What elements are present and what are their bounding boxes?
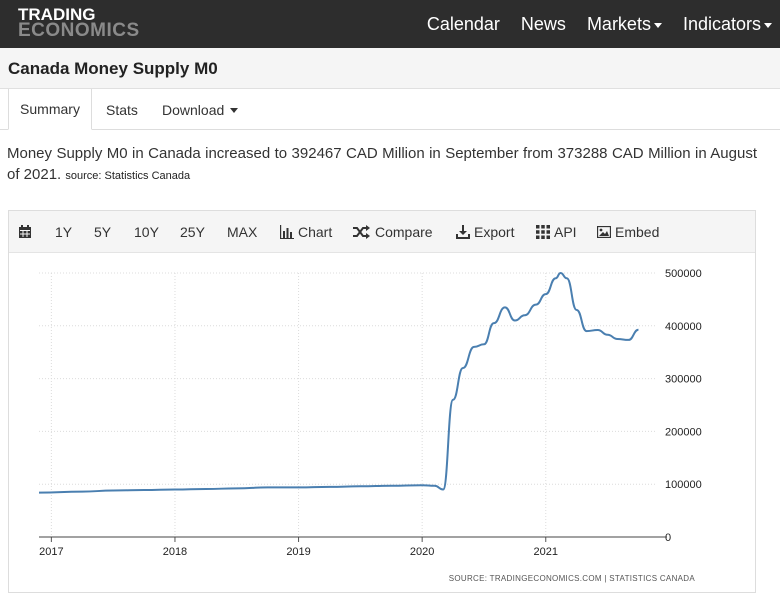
nav-calendar[interactable]: Calendar bbox=[427, 14, 500, 35]
tab-download[interactable]: Download bbox=[150, 89, 250, 130]
image-icon bbox=[597, 226, 611, 238]
tab-stats[interactable]: Stats bbox=[94, 89, 150, 130]
chart-toolbar: 1Y 5Y 10Y 25Y MAX Chart Compare Export A… bbox=[9, 211, 755, 253]
nav-indicators-label: Indicators bbox=[682, 13, 761, 34]
title-bar: Canada Money Supply M0 bbox=[0, 48, 780, 89]
download-icon bbox=[456, 225, 470, 239]
tab-bar: Summary Stats Download bbox=[0, 89, 780, 130]
grid-icon bbox=[536, 225, 550, 239]
top-navbar: TRADING ECONOMICS Calendar News Markets … bbox=[0, 0, 780, 48]
range-max-button[interactable]: MAX bbox=[227, 211, 257, 253]
nav-markets[interactable]: Markets bbox=[587, 14, 662, 35]
y-tick-label: 300000 bbox=[665, 374, 702, 386]
embed-label: Embed bbox=[615, 224, 660, 240]
description-text: Money Supply M0 in Canada increased to 3… bbox=[7, 145, 757, 183]
compare-button[interactable]: Compare bbox=[353, 211, 433, 253]
range-5y-label: 5Y bbox=[94, 224, 112, 240]
logo-line2: ECONOMICS bbox=[18, 20, 140, 41]
nav-news-label: News bbox=[520, 13, 566, 34]
range-10y-button[interactable]: 10Y bbox=[134, 211, 159, 253]
range-max-label: MAX bbox=[227, 224, 258, 240]
chart-source-label: SOURCE: TRADINGECONOMICS.COM | STATISTIC… bbox=[449, 574, 696, 583]
main-nav: Calendar News Markets Indicators bbox=[406, 0, 772, 48]
nav-calendar-label: Calendar bbox=[426, 13, 500, 34]
api-button[interactable]: API bbox=[536, 211, 577, 253]
caret-down-icon bbox=[230, 108, 239, 113]
logo-line1: TRADING bbox=[18, 5, 96, 24]
series-line bbox=[38, 271, 639, 494]
caret-down-icon bbox=[764, 22, 772, 28]
calendar-button[interactable] bbox=[18, 211, 36, 253]
logo[interactable]: TRADING ECONOMICS bbox=[18, 5, 140, 41]
range-1y-button[interactable]: 1Y bbox=[55, 211, 72, 253]
calendar-icon bbox=[19, 225, 31, 238]
range-5y-button[interactable]: 5Y bbox=[94, 211, 111, 253]
chart-type-button[interactable]: Chart bbox=[280, 211, 332, 253]
embed-button[interactable]: Embed bbox=[597, 211, 659, 253]
y-tick-label: 500000 bbox=[665, 268, 702, 280]
bar-chart-icon bbox=[280, 225, 294, 239]
shuffle-icon bbox=[353, 225, 370, 239]
export-button[interactable]: Export bbox=[456, 211, 514, 253]
x-tick-label: 2018 bbox=[163, 546, 187, 558]
y-tick-label: 0 bbox=[665, 532, 671, 544]
money-supply-chart[interactable]: 0 100000 200000 300000 400000 500000 2017 2018 2… bbox=[9, 211, 755, 592]
tab-summary-label: Summary bbox=[20, 101, 80, 117]
range-1y-label: 1Y bbox=[55, 224, 73, 240]
nav-indicators[interactable]: Indicators bbox=[683, 14, 772, 35]
y-tick-label: 200000 bbox=[665, 426, 702, 438]
y-tick-label: 100000 bbox=[665, 479, 702, 491]
description-source[interactable]: source: Statistics Canada bbox=[65, 170, 191, 182]
x-tick-label: 2017 bbox=[39, 546, 63, 558]
tab-stats-label: Stats bbox=[106, 101, 138, 118]
compare-label: Compare bbox=[375, 224, 433, 240]
range-10y-label: 10Y bbox=[134, 224, 159, 240]
tab-summary[interactable]: Summary bbox=[8, 89, 92, 130]
description: Money Supply M0 in Canada increased to 3… bbox=[7, 143, 757, 187]
caret-down-icon bbox=[653, 22, 662, 28]
page-title: Canada Money Supply M0 bbox=[8, 59, 218, 78]
tab-download-label: Download bbox=[162, 101, 225, 118]
nav-markets-label: Markets bbox=[586, 13, 651, 34]
api-label: API bbox=[554, 224, 577, 240]
chart-panel: 1Y 5Y 10Y 25Y MAX Chart Compare Export A… bbox=[8, 210, 756, 593]
x-tick-label: 2019 bbox=[286, 546, 310, 558]
export-label: Export bbox=[474, 224, 515, 240]
y-tick-label: 400000 bbox=[665, 321, 702, 333]
nav-news[interactable]: News bbox=[521, 14, 566, 35]
x-tick-label: 2020 bbox=[410, 546, 434, 558]
range-25y-button[interactable]: 25Y bbox=[180, 211, 205, 253]
x-tick-label: 2021 bbox=[534, 546, 558, 558]
range-25y-label: 25Y bbox=[180, 224, 205, 240]
chart-type-label: Chart bbox=[298, 224, 333, 240]
